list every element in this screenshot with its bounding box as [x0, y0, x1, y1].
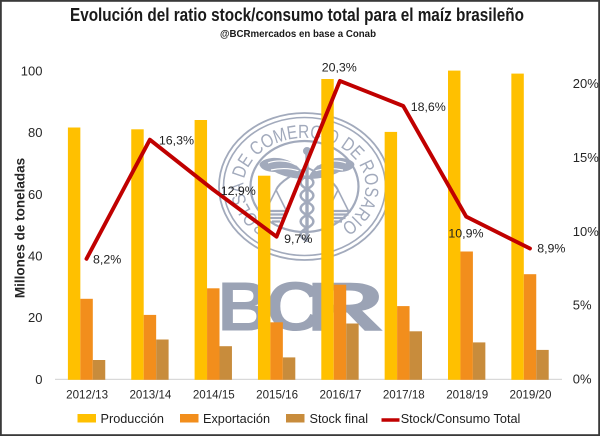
svg-text:2016/17: 2016/17	[320, 389, 362, 402]
svg-text:16,3%: 16,3%	[159, 134, 194, 148]
svg-text:12,9%: 12,9%	[221, 184, 256, 198]
svg-text:0%: 0%	[573, 371, 592, 386]
svg-text:100: 100	[21, 64, 43, 79]
svg-text:10%: 10%	[573, 224, 599, 239]
svg-text:8,9%: 8,9%	[537, 242, 565, 256]
svg-text:Evolución del ratio stock/cons: Evolución del ratio stock/consumo total …	[70, 5, 524, 25]
svg-text:15%: 15%	[573, 150, 599, 165]
svg-text:5%: 5%	[573, 298, 592, 313]
svg-text:2015/16: 2015/16	[256, 389, 298, 402]
svg-text:Producción: Producción	[101, 412, 164, 426]
svg-text:9,7%: 9,7%	[284, 232, 312, 246]
svg-text:2012/13: 2012/13	[66, 389, 108, 402]
svg-text:Stock final: Stock final	[310, 412, 369, 426]
svg-text:2018/19: 2018/19	[446, 389, 488, 402]
svg-text:Stock/Consumo Total: Stock/Consumo Total	[401, 412, 521, 426]
svg-text:2017/18: 2017/18	[383, 389, 425, 402]
svg-text:20,3%: 20,3%	[322, 61, 357, 75]
svg-text:Exportación: Exportación	[203, 412, 270, 426]
svg-text:0: 0	[35, 372, 42, 387]
svg-text:@BCRmercados en base a Conab: @BCRmercados en base a Conab	[220, 28, 376, 40]
svg-text:80: 80	[28, 125, 42, 140]
svg-text:2014/15: 2014/15	[193, 389, 235, 402]
svg-text:20%: 20%	[573, 76, 599, 91]
svg-text:2013/14: 2013/14	[129, 389, 171, 402]
svg-text:8,2%: 8,2%	[93, 253, 121, 267]
svg-text:20: 20	[28, 310, 42, 325]
svg-text:Millones de toneladas: Millones de toneladas	[13, 158, 28, 298]
svg-text:18,6%: 18,6%	[411, 100, 446, 114]
svg-text:2019/20: 2019/20	[510, 389, 552, 402]
svg-text:60: 60	[28, 187, 42, 202]
svg-text:40: 40	[28, 249, 42, 264]
svg-text:10,9%: 10,9%	[448, 227, 483, 241]
